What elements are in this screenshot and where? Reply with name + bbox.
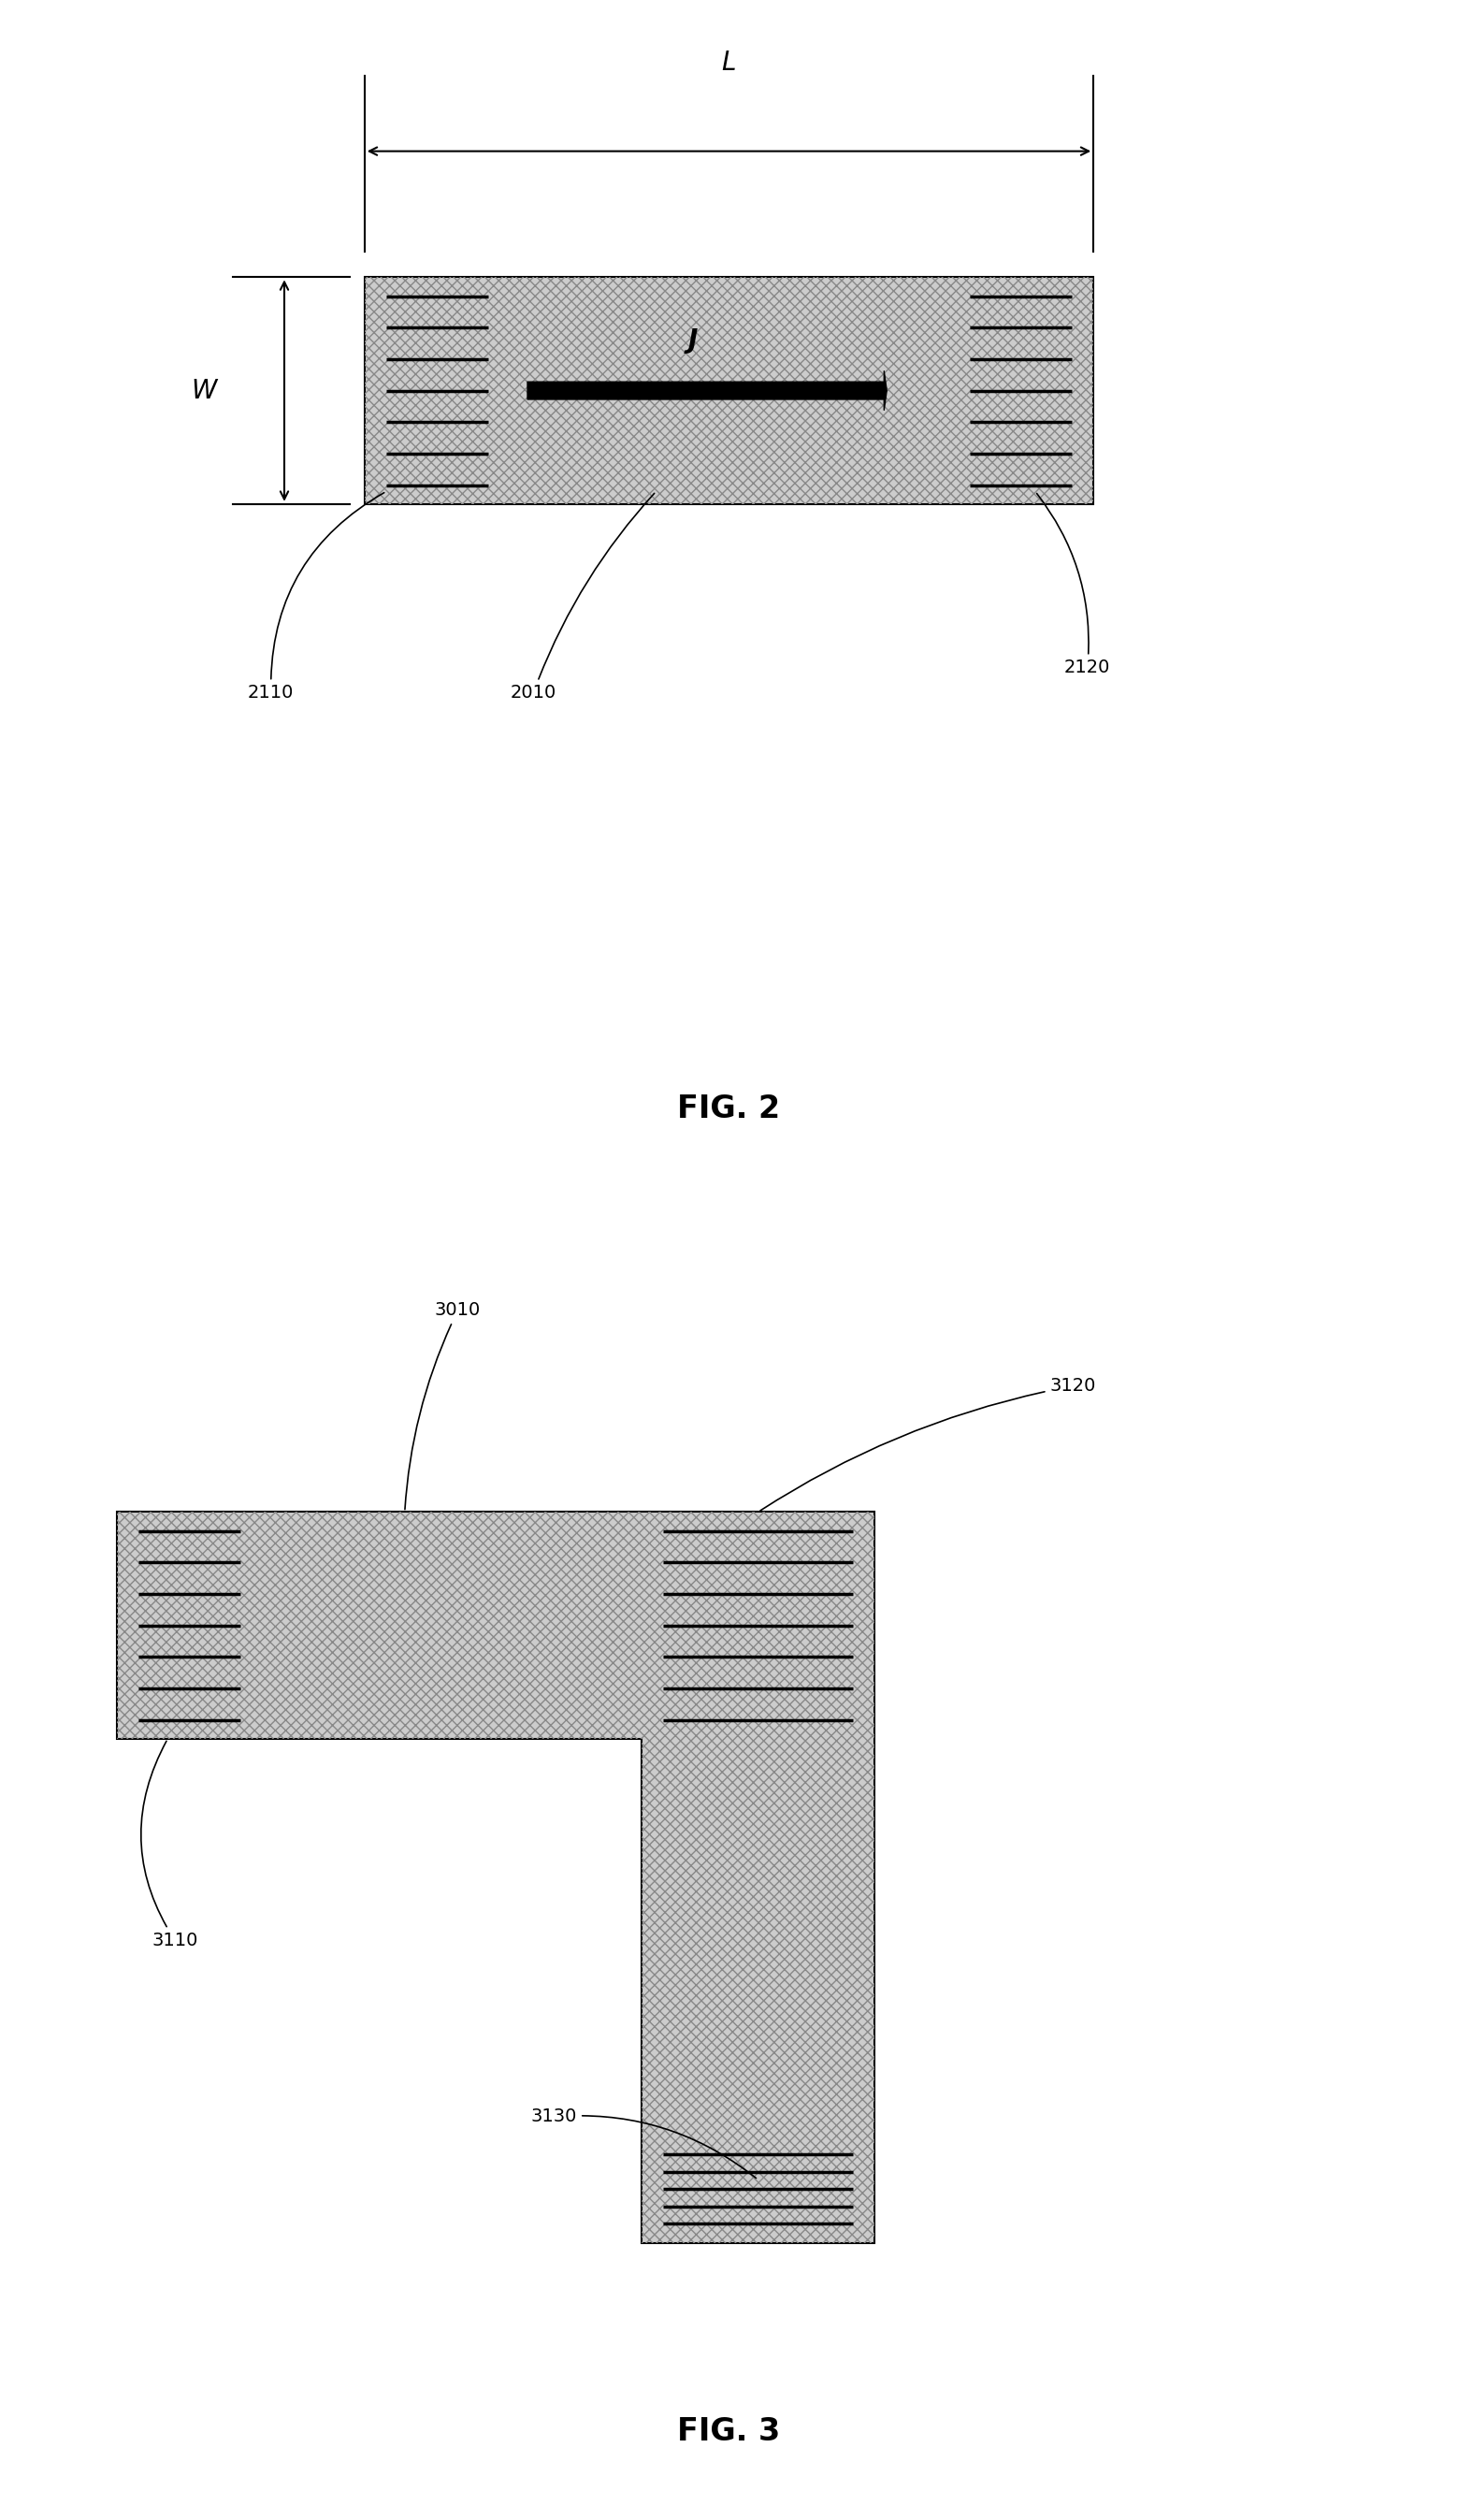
- Text: J: J: [688, 328, 697, 353]
- Text: 3120: 3120: [760, 1376, 1096, 1509]
- Text: 2110: 2110: [248, 494, 383, 703]
- Text: FIG. 2: FIG. 2: [678, 1094, 780, 1124]
- Text: 3110: 3110: [141, 1741, 198, 1950]
- Text: FIG. 3: FIG. 3: [678, 2417, 780, 2447]
- Text: 2120: 2120: [1037, 494, 1111, 678]
- Text: 3010: 3010: [405, 1300, 481, 1509]
- Bar: [364, 277, 1094, 504]
- Text: 3130: 3130: [531, 2107, 757, 2177]
- Text: 2010: 2010: [510, 494, 655, 703]
- Bar: [364, 277, 1094, 504]
- Text: L: L: [722, 50, 736, 76]
- Polygon shape: [117, 1512, 875, 2243]
- Text: W: W: [191, 378, 217, 403]
